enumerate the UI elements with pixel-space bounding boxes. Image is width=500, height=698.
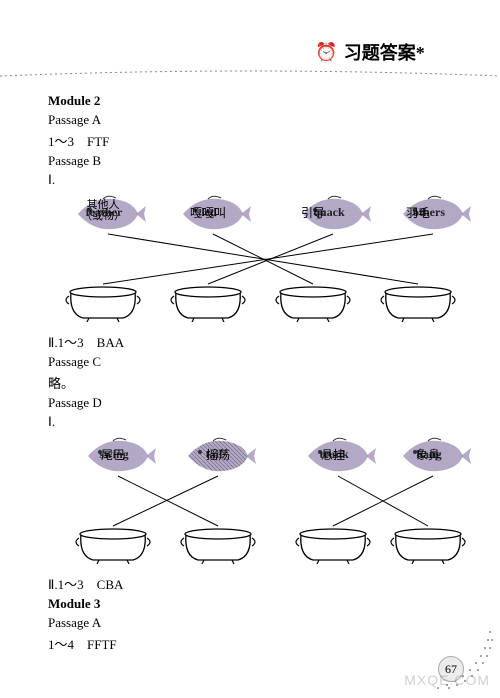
watermark-text: MXQE.COM: [404, 672, 490, 688]
clock-icon: ⏰: [315, 42, 337, 63]
answer-line: 1～4 FFTF: [48, 634, 458, 653]
chinese-word: 羽毛: [383, 204, 453, 318]
chinese-word: 悬挂: [298, 446, 368, 560]
chinese-word: 嘎嘎叫: [173, 204, 243, 318]
matching-diagram: swingtailtrunkhang尾巴摇荡悬挂象鼻: [48, 434, 458, 564]
module-heading: Module 2: [48, 93, 458, 109]
header-title: 习题答案*: [344, 39, 425, 65]
passage-label: Passage C: [48, 354, 458, 370]
chinese-word: 尾巴: [78, 446, 148, 560]
passage-label: Passage A: [48, 112, 458, 128]
section-roman: Ⅰ.: [48, 414, 458, 430]
answer-line: 1～3 FTF: [48, 131, 458, 150]
chinese-word: 引导: [278, 204, 348, 318]
passage-label: Passage A: [48, 615, 458, 631]
passage-label: Passage B: [48, 153, 458, 169]
section-roman: Ⅰ.: [48, 172, 458, 188]
chinese-word: 其他人（或物）: [68, 200, 138, 314]
answer-line: Ⅱ.1～3 CBA: [48, 574, 458, 593]
module-heading: Module 3: [48, 596, 458, 612]
page-content: Module 2 Passage A 1～3 FTF Passage B Ⅰ. …: [48, 90, 458, 656]
header-divider: [0, 70, 500, 78]
passage-label: Passage D: [48, 395, 458, 411]
matching-diagram: featherledquackothers其他人（或物）嘎嘎叫引导羽毛: [48, 192, 458, 322]
omitted-text: 略。: [48, 373, 458, 392]
chinese-word: 摇荡: [183, 446, 253, 560]
answer-line: Ⅱ.1～3 BAA: [48, 332, 458, 351]
chinese-word: 象鼻: [393, 446, 463, 560]
answer-header: ⏰ 习题答案*: [240, 36, 500, 68]
